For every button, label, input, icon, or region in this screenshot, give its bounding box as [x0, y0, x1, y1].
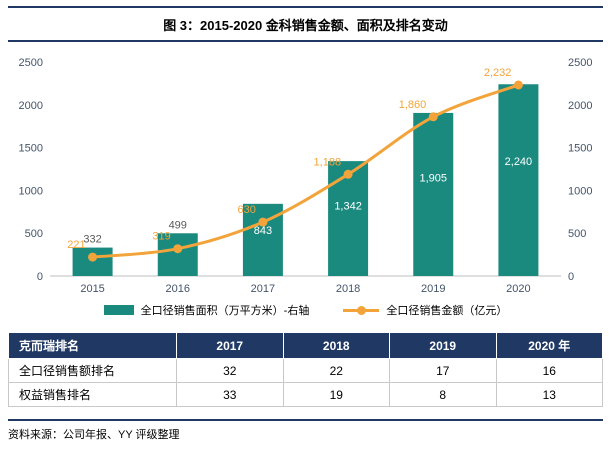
svg-text:1000: 1000	[568, 185, 592, 197]
table-row: 权益销售排名 33 19 8 13	[8, 382, 603, 407]
top-rule	[8, 6, 603, 8]
footer-rule	[8, 419, 603, 421]
svg-text:499: 499	[169, 219, 187, 231]
table-header-cell: 2017	[176, 332, 284, 359]
table-header-cell: 2018	[282, 332, 390, 359]
table-header-cell: 克而瑞排名	[8, 332, 177, 359]
svg-text:319: 319	[152, 231, 170, 243]
svg-text:1500: 1500	[19, 143, 43, 155]
svg-text:2018: 2018	[336, 283, 360, 295]
row-label: 全口径销售额排名	[8, 358, 177, 383]
source-note: 资料来源：公司年报、YY 评级整理	[8, 429, 180, 441]
svg-text:2020: 2020	[506, 283, 530, 295]
table-header-row: 克而瑞排名 2017 2018 2019 2020 年	[8, 332, 603, 359]
svg-text:0: 0	[568, 271, 574, 283]
svg-text:2500: 2500	[568, 57, 592, 69]
svg-text:500: 500	[568, 228, 586, 240]
table-header-cell: 2019	[389, 332, 497, 359]
table-cell: 22	[282, 358, 390, 383]
svg-text:500: 500	[25, 228, 43, 240]
legend-item-area: 全口径销售面积（万平方米）-右轴	[103, 302, 310, 318]
chart-area: 0 0 500 500 1000 1000 1500 1500 2000 2000 2500 2500…	[8, 48, 603, 318]
svg-text:1,860: 1,860	[399, 99, 427, 111]
svg-text:2000: 2000	[19, 100, 43, 112]
svg-text:2016: 2016	[166, 283, 190, 295]
chart-legend: 全口径销售面积（万平方米）-右轴 全口径销售金额（亿元）	[8, 302, 603, 318]
svg-text:2019: 2019	[421, 283, 445, 295]
svg-text:2,232: 2,232	[484, 67, 512, 79]
svg-text:332: 332	[83, 234, 101, 246]
svg-text:1000: 1000	[19, 185, 43, 197]
svg-text:1,188: 1,188	[314, 156, 342, 168]
svg-text:1,342: 1,342	[334, 200, 362, 212]
svg-text:2017: 2017	[251, 283, 275, 295]
bar-swatch-icon	[103, 305, 134, 315]
table-header-cell: 2020 年	[495, 332, 603, 359]
table-cell: 32	[176, 358, 284, 383]
table-cell: 8	[389, 382, 497, 407]
table-cell: 16	[495, 358, 603, 383]
svg-text:1,905: 1,905	[419, 172, 447, 184]
svg-text:630: 630	[238, 204, 256, 216]
table-cell: 13	[495, 382, 603, 407]
svg-text:2015: 2015	[80, 283, 104, 295]
legend-label-area: 全口径销售面积（万平方米）-右轴	[140, 305, 310, 317]
table-cell: 19	[282, 382, 390, 407]
line-swatch-icon	[343, 305, 380, 315]
ranking-table: 克而瑞排名 2017 2018 2019 2020 年 全口径销售额排名 32 …	[8, 332, 603, 407]
legend-label-amount: 全口径销售金额（亿元）	[386, 305, 508, 317]
table-cell: 17	[389, 358, 497, 383]
figure-title: 图 3：2015-2020 金科销售金额、面积及排名变动	[163, 18, 448, 33]
svg-text:2,240: 2,240	[505, 156, 533, 168]
combo-chart: 0 0 500 500 1000 1000 1500 1500 2000 2000 2500 2500…	[19, 57, 593, 295]
table-row: 全口径销售额排名 32 22 17 16	[8, 358, 603, 383]
line-dot-icon	[356, 305, 366, 315]
svg-text:1500: 1500	[568, 143, 592, 155]
svg-text:2500: 2500	[19, 57, 43, 69]
svg-text:2000: 2000	[568, 100, 592, 112]
svg-text:843: 843	[254, 225, 272, 237]
table-cell: 33	[176, 382, 284, 407]
legend-item-amount: 全口径销售金额（亿元）	[343, 302, 507, 318]
row-label: 权益销售排名	[8, 382, 177, 407]
title-bottom-rule	[8, 40, 603, 42]
svg-text:0: 0	[37, 271, 43, 283]
svg-text:221: 221	[67, 239, 85, 251]
